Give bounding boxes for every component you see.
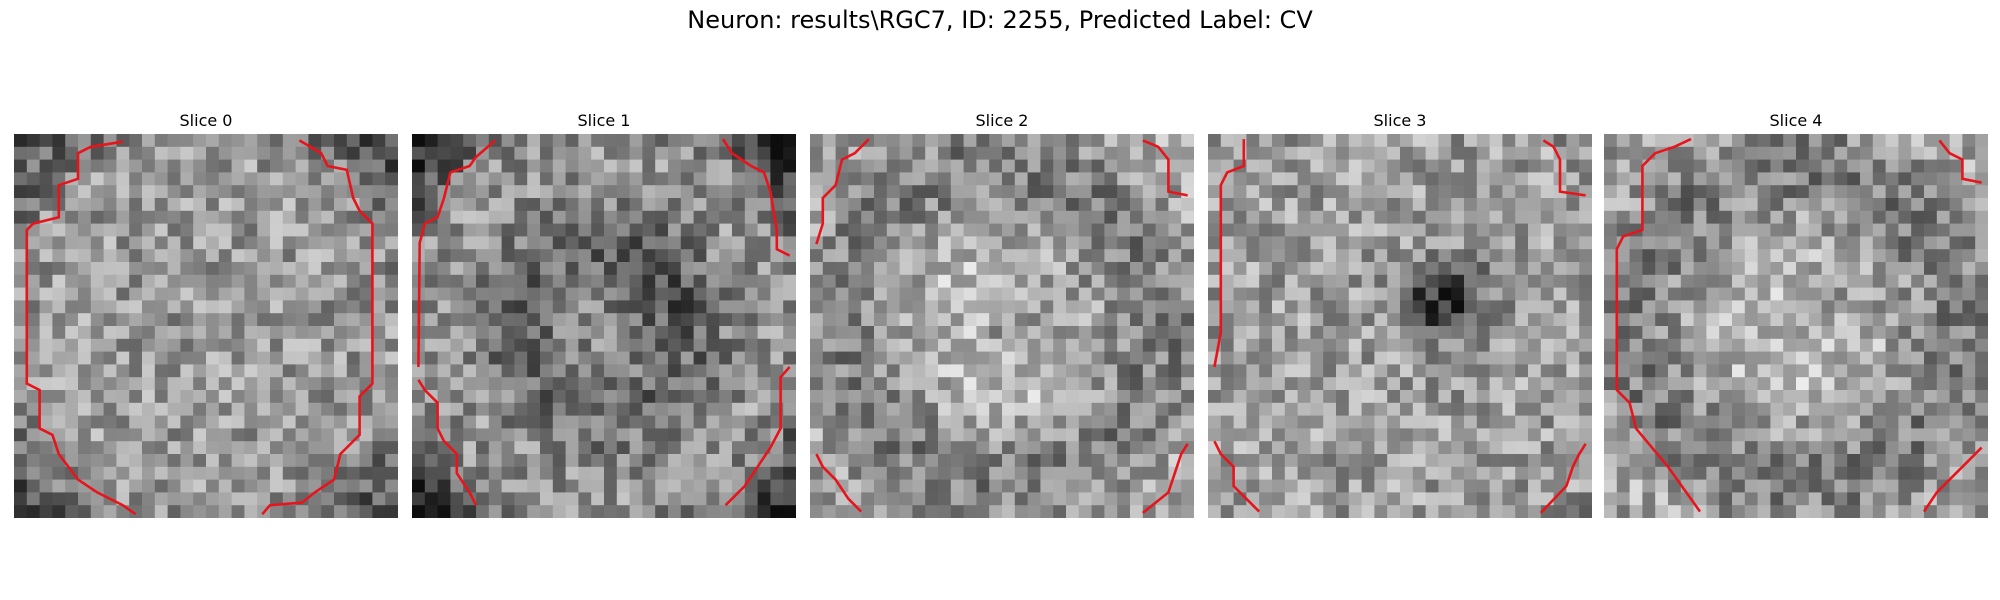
slice-image — [1604, 134, 1988, 518]
slice-image — [412, 134, 796, 518]
slice-title: Slice 1 — [577, 111, 631, 130]
contour-line — [417, 139, 497, 368]
contour-line — [721, 138, 791, 257]
contour-line — [417, 379, 478, 506]
slice-image — [14, 134, 398, 518]
contour-line — [1922, 446, 1983, 513]
slice-title: Slice 0 — [179, 111, 233, 130]
contour-line — [25, 140, 137, 516]
slice-title: Slice 2 — [975, 111, 1029, 130]
slice-panel-0: Slice 0 — [14, 108, 398, 518]
contour-line — [1142, 139, 1188, 197]
figure-title: Neuron: results\RGC7, ID: 2255, Predicte… — [687, 6, 1313, 34]
slice-image — [810, 134, 1194, 518]
contour-line — [1213, 440, 1261, 513]
slice-panel-2: Slice 2 — [810, 108, 1194, 518]
contour-line — [1542, 139, 1586, 197]
contour-line — [815, 138, 870, 245]
slice-panel-1: Slice 1 — [412, 108, 796, 518]
contour-line — [261, 139, 374, 516]
slice-title: Slice 4 — [1769, 111, 1823, 130]
slice-image — [1208, 134, 1592, 518]
contour-line — [1615, 137, 1702, 513]
contour-line — [1213, 139, 1246, 368]
contour-line — [724, 366, 791, 507]
slice-title: Slice 3 — [1373, 111, 1427, 130]
contour-line — [1141, 443, 1189, 514]
contour-line — [815, 453, 863, 513]
contour-line — [1539, 443, 1587, 514]
contour-line — [1938, 139, 1982, 184]
slice-panel-3: Slice 3 — [1208, 108, 1592, 518]
slice-panel-4: Slice 4 — [1604, 108, 1988, 518]
